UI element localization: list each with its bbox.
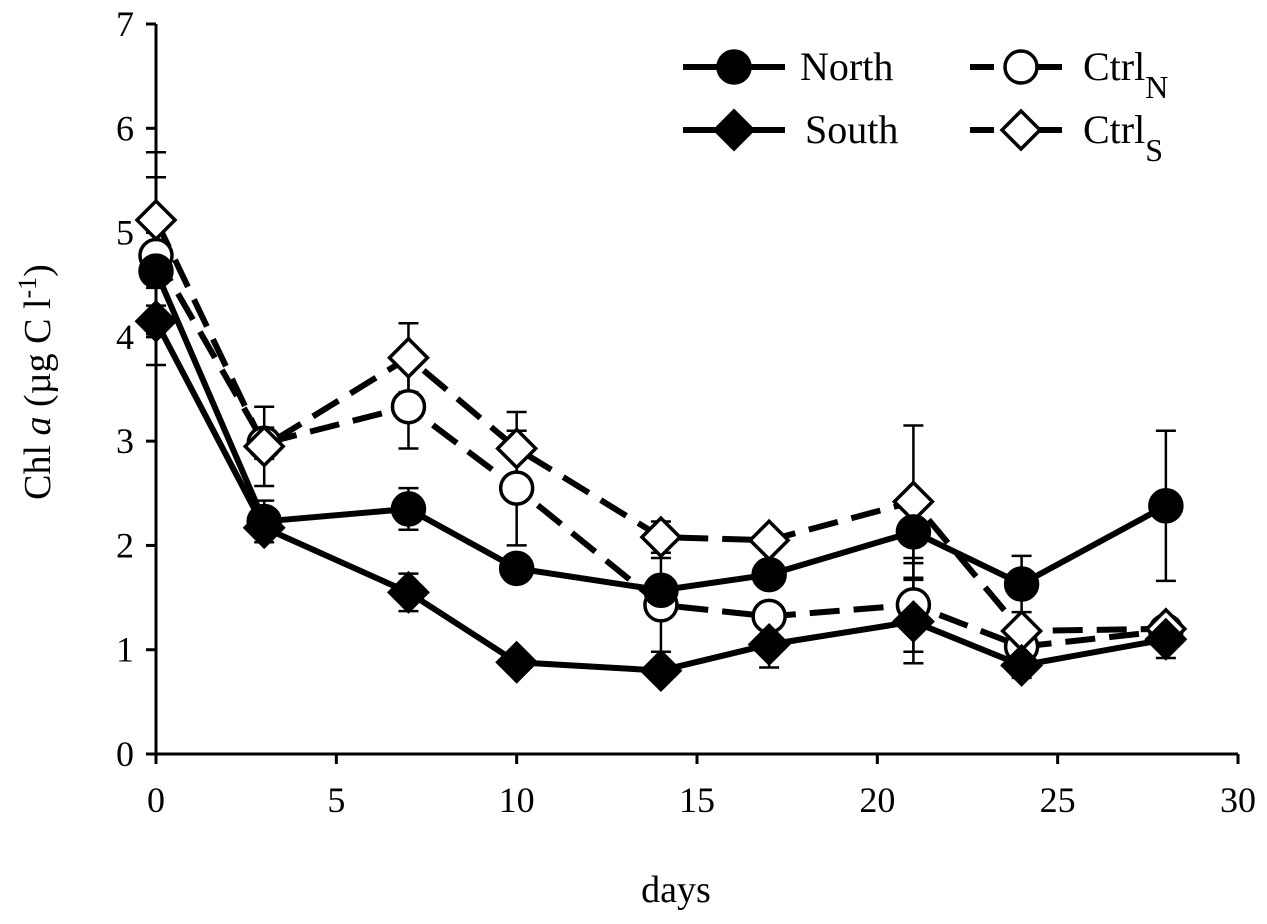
legend-item-south: South bbox=[683, 107, 898, 152]
data-point-north bbox=[1003, 566, 1040, 602]
data-point-ctrls bbox=[134, 198, 178, 242]
legend-marker-south bbox=[712, 108, 756, 152]
x-tick-label: 30 bbox=[1220, 780, 1256, 820]
x-tick-label: 15 bbox=[679, 780, 715, 820]
legend-item-ctrln: CtrlN bbox=[970, 44, 1168, 105]
data-point-ctrls bbox=[639, 515, 683, 559]
y-tick-label: 4 bbox=[116, 317, 134, 357]
data-point-north bbox=[138, 253, 174, 289]
series-markers bbox=[134, 198, 1188, 693]
data-point-north bbox=[1148, 488, 1184, 524]
data-point-north bbox=[751, 556, 787, 593]
data-point-north bbox=[498, 550, 535, 587]
y-tick-label: 3 bbox=[116, 421, 134, 461]
data-point-south bbox=[639, 649, 683, 693]
data-point-ctrln bbox=[390, 388, 427, 425]
data-point-south bbox=[242, 506, 286, 550]
x-axis-label: days bbox=[641, 869, 711, 911]
legend-marker-north bbox=[716, 49, 752, 85]
y-tick-label: 0 bbox=[116, 734, 134, 774]
y-tick-label: 6 bbox=[116, 108, 134, 148]
data-point-south bbox=[891, 600, 935, 644]
legend-label-ctrls: CtrlS bbox=[1083, 107, 1163, 168]
legend-marker-ctrls bbox=[999, 108, 1043, 152]
data-point-ctrln bbox=[498, 470, 535, 506]
legend-label-north: North bbox=[800, 44, 893, 89]
x-tick-label: 25 bbox=[1040, 780, 1076, 820]
data-point-ctrls bbox=[495, 426, 539, 470]
x-tick-label: 5 bbox=[327, 780, 345, 820]
data-point-south bbox=[747, 623, 791, 666]
x-tick-label: 10 bbox=[499, 780, 535, 820]
y-tick-label: 7 bbox=[116, 4, 134, 44]
data-point-south bbox=[1144, 617, 1188, 661]
legend-label-ctrln: CtrlN bbox=[1083, 44, 1168, 105]
x-tick-label: 20 bbox=[859, 780, 895, 820]
data-point-ctrls bbox=[386, 336, 430, 380]
legend-item-ctrls: CtrlS bbox=[970, 107, 1163, 168]
y-tick-label: 2 bbox=[116, 525, 134, 565]
data-point-south bbox=[1000, 643, 1044, 687]
legend-marker-ctrln bbox=[1003, 49, 1039, 85]
data-point-south bbox=[386, 570, 430, 614]
data-point-ctrls bbox=[747, 518, 791, 562]
data-point-north bbox=[895, 514, 932, 550]
data-point-south bbox=[495, 640, 539, 684]
x-tick-label: 0 bbox=[147, 780, 165, 820]
y-tick-label: 5 bbox=[116, 213, 134, 253]
data-point-ctrls bbox=[242, 424, 286, 468]
legend-label-south: South bbox=[805, 107, 898, 152]
data-point-north bbox=[643, 572, 679, 609]
legend-item-north: North bbox=[683, 44, 893, 89]
data-point-south bbox=[134, 299, 178, 343]
y-tick-label: 1 bbox=[116, 630, 134, 670]
y-axis-label: Chl a (µg C l-1) bbox=[13, 264, 60, 500]
data-point-north bbox=[390, 491, 427, 527]
axes: 0 1 2 3 4 5 6 7 0 5 10 15 20 25 30 days Chl a (µg C l-1) bbox=[13, 4, 1257, 911]
